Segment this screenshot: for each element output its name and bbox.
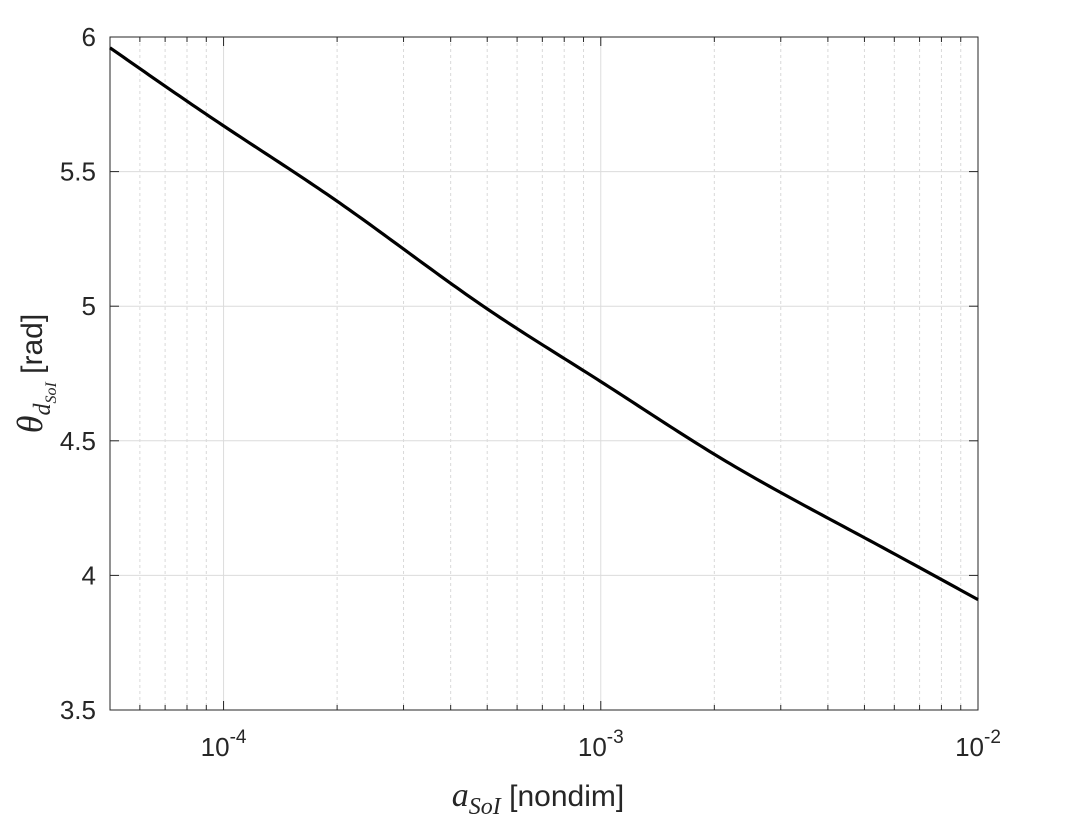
series-layer xyxy=(109,46,979,602)
y-tick-labels: 3.5 4 4.5 5 5.5 6 xyxy=(60,22,96,725)
y-tick-label: 3.5 xyxy=(60,695,96,725)
y-tick-label: 5.5 xyxy=(60,157,96,187)
minor-grid xyxy=(139,37,962,710)
y-axis-label: θdSoI [rad] xyxy=(10,314,60,433)
y-tick-label: 4.5 xyxy=(60,426,96,456)
x-tick-labels: 10-4 10-3 10-2 xyxy=(201,727,1001,762)
x-tick-label: 10-3 xyxy=(578,727,624,762)
y-tick-label: 5 xyxy=(82,291,96,321)
y-tick-label: 6 xyxy=(82,22,96,52)
tick-marks xyxy=(110,36,979,711)
x-tick-label: 10-4 xyxy=(201,727,247,762)
series-line xyxy=(109,46,979,602)
y-tick-label: 4 xyxy=(82,560,96,590)
plot-area-border xyxy=(109,36,979,711)
x-axis-label: aSoI [nondim] xyxy=(452,777,624,820)
x-tick-label: 10-2 xyxy=(955,727,1001,762)
